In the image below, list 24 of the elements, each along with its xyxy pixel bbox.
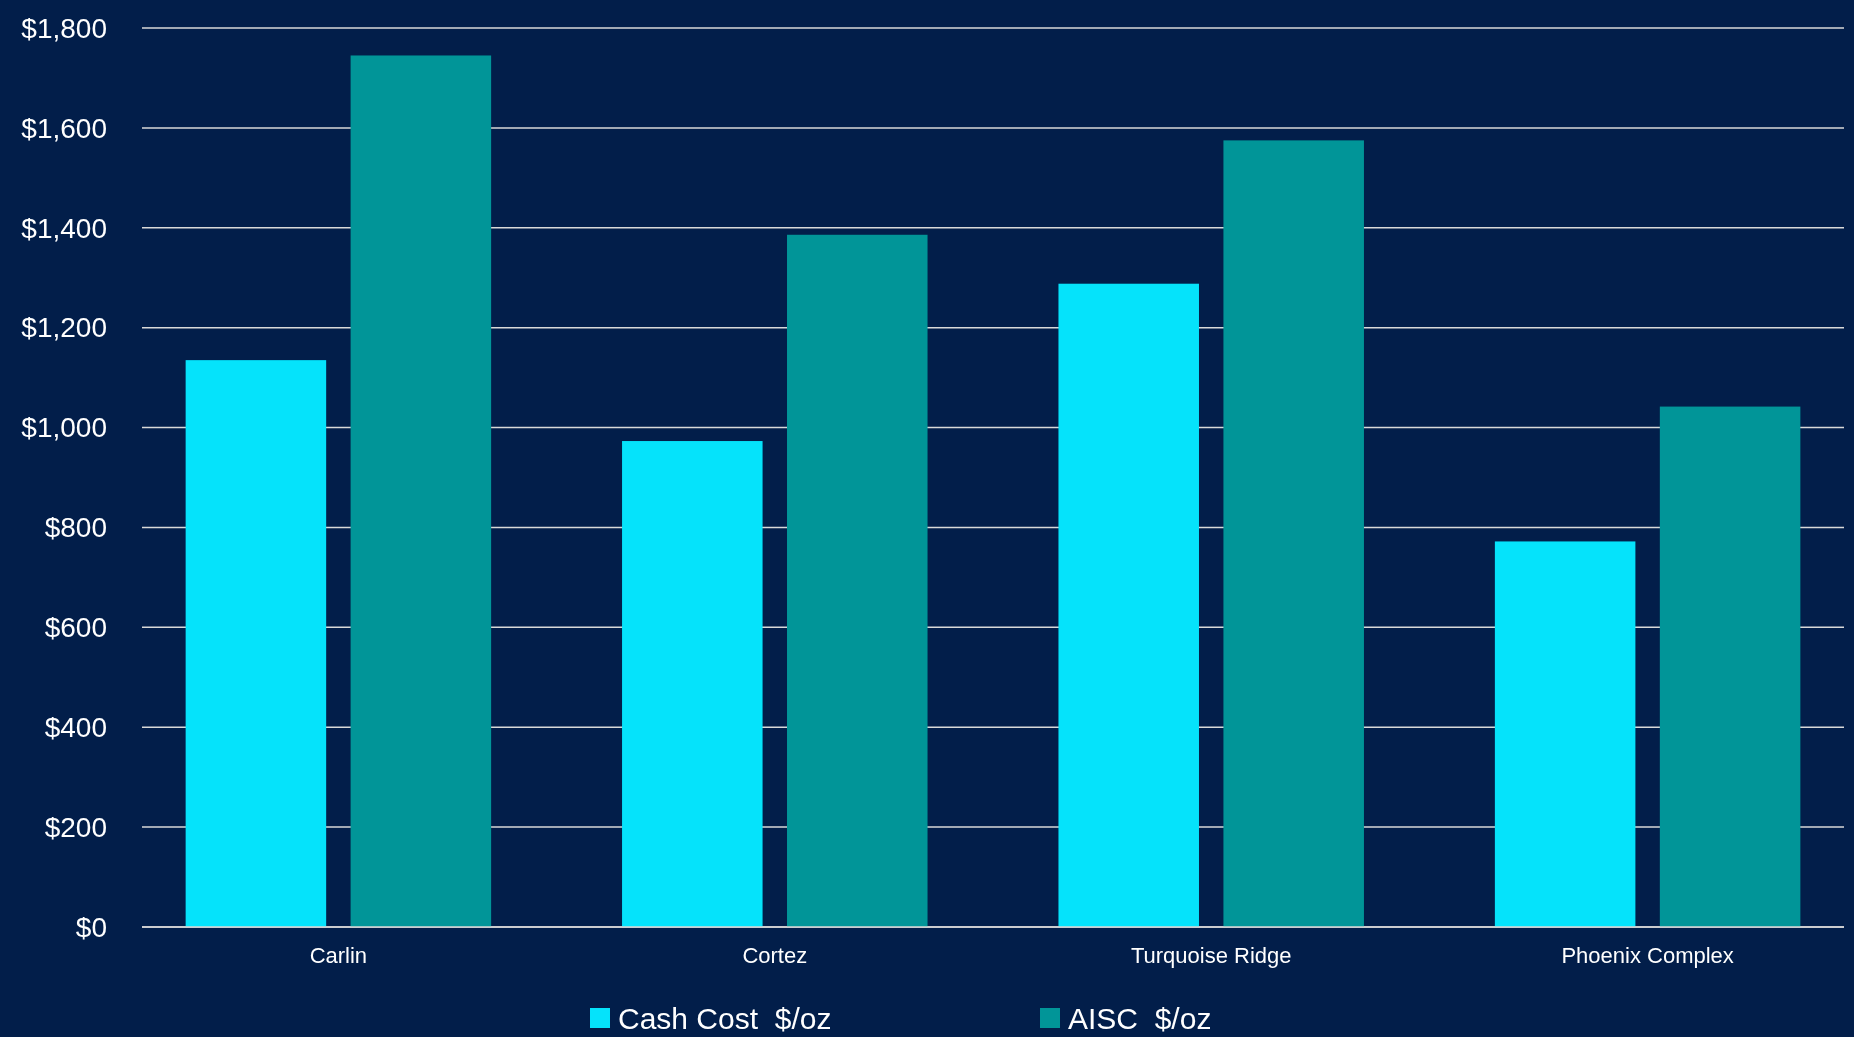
bar	[1494, 541, 1636, 927]
x-tick-label: Turquoise Ridge	[1130, 943, 1292, 968]
y-tick-label: $200	[44, 811, 107, 843]
y-tick-label: $800	[44, 512, 107, 544]
x-tick-label: Phoenix Complex	[1561, 943, 1734, 968]
bar	[1223, 140, 1364, 927]
y-tick-label: $1,400	[21, 212, 107, 244]
y-tick-label: $1,800	[21, 12, 107, 44]
y-tick-label: $400	[44, 712, 107, 744]
y-tick-label: $1,000	[21, 412, 107, 444]
y-tick-label: $600	[44, 612, 107, 644]
x-tick-label: Cortez	[742, 943, 808, 968]
y-tick-label: $1,600	[21, 112, 107, 144]
bar	[1058, 283, 1199, 927]
bar	[350, 55, 492, 927]
legend-label: AISC $/oz	[1068, 1001, 1212, 1035]
legend-label: Cash Cost $/oz	[618, 1001, 832, 1035]
x-tick-label: Carlin	[309, 943, 368, 968]
bar	[622, 441, 763, 927]
bar	[1659, 406, 1801, 927]
bar	[185, 360, 327, 927]
y-tick-label: $1,200	[21, 312, 107, 344]
y-tick-label: $0	[75, 911, 107, 943]
bar	[787, 234, 928, 927]
